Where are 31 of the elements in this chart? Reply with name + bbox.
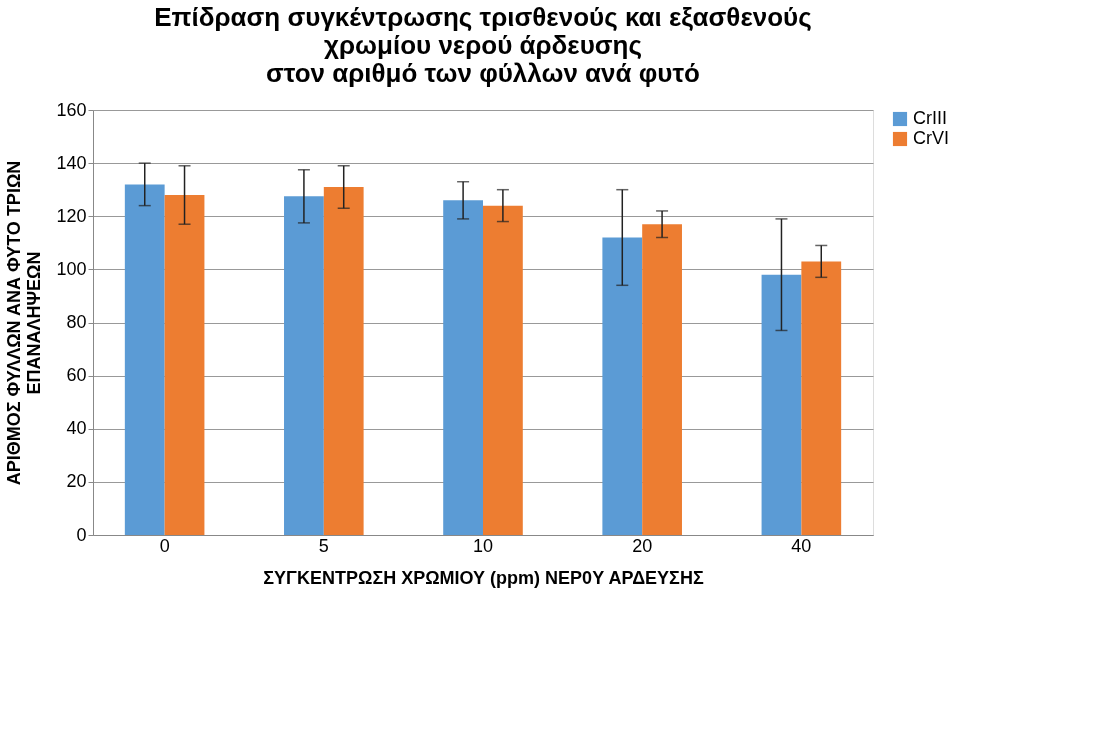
x-tick-label: 20: [632, 535, 653, 556]
x-tick-label: 40: [791, 535, 812, 556]
y-tick-label: 80: [66, 312, 87, 332]
x-tick-label: 0: [159, 535, 170, 556]
y-tick-label: 160: [56, 99, 87, 120]
y-tick-label: 20: [66, 471, 87, 492]
x-axis-title: ΣΥΓΚΕΝΤΡΩΣΗ ΧΡΩΜΙΟΥ (ppm) ΝΕΡ0Υ ΑΡΔΕΥΣΗΣ: [263, 567, 704, 588]
x-tick-label: 10: [472, 535, 494, 556]
y-tick-label: 60: [66, 365, 87, 386]
text: ΑΡΙΘΜΟΣ ΦΥΛΛΩΝ ΑΝΑ ΦΥΤΟ ΤΡΙΩΝ: [4, 160, 25, 486]
text: χρωμίου νερού άρδευσης: [323, 30, 643, 60]
text: στον αριθμό των φύλλων ανά φυτό: [266, 58, 700, 88]
y-tick-label: 100: [56, 258, 87, 279]
y-tick-label: 140: [56, 152, 87, 173]
bar: [602, 237, 643, 535]
text: Επίδραση συγκέντρωσης τρισθενούς και εξασθενούς: [154, 2, 812, 32]
bar: [642, 224, 682, 535]
bar: [284, 196, 324, 535]
legend-label: CrIII: [913, 108, 947, 128]
text: ΕΠΑΝΑΛΗΨΕΩΝ: [24, 251, 45, 395]
x-tick-label: 5: [318, 535, 329, 556]
bar: [164, 195, 205, 535]
y-tick-label: 120: [56, 205, 87, 226]
bar: [801, 261, 842, 535]
y-tick-label: 40: [66, 418, 87, 439]
legend-label: CrVI: [913, 128, 949, 148]
bar: [443, 200, 483, 535]
bar: [483, 205, 523, 535]
bar: [124, 184, 165, 535]
bar: [761, 274, 802, 535]
bar: [323, 187, 364, 535]
